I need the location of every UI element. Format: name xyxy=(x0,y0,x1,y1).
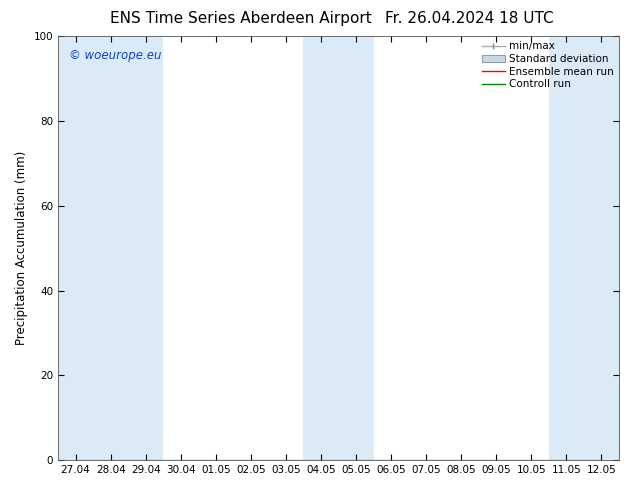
Y-axis label: Precipitation Accumulation (mm): Precipitation Accumulation (mm) xyxy=(15,151,28,345)
Text: ENS Time Series Aberdeen Airport: ENS Time Series Aberdeen Airport xyxy=(110,11,372,26)
Bar xyxy=(58,36,93,460)
Bar xyxy=(584,36,619,460)
Text: © woeurope.eu: © woeurope.eu xyxy=(69,49,162,62)
Bar xyxy=(549,36,584,460)
Bar xyxy=(93,36,128,460)
Legend: min/max, Standard deviation, Ensemble mean run, Controll run: min/max, Standard deviation, Ensemble me… xyxy=(480,39,616,91)
Bar xyxy=(339,36,373,460)
Bar xyxy=(304,36,339,460)
Bar xyxy=(128,36,163,460)
Text: Fr. 26.04.2024 18 UTC: Fr. 26.04.2024 18 UTC xyxy=(385,11,553,26)
